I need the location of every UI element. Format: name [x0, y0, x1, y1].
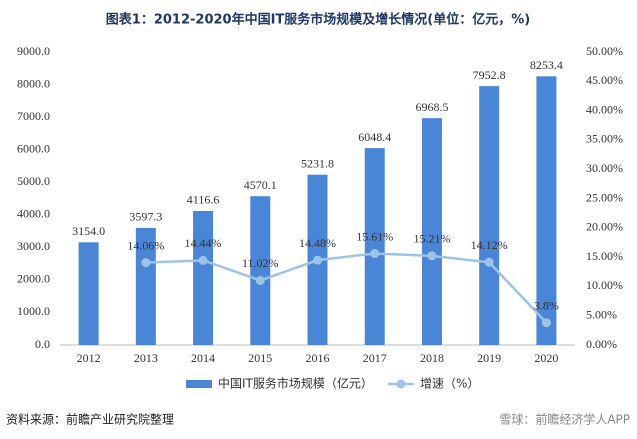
x-tick-label: 2013	[134, 351, 158, 365]
line-point	[198, 255, 208, 265]
y-tick-label: 1000.0	[17, 304, 50, 318]
line-value-label: 14.48%	[299, 236, 336, 250]
bar	[364, 148, 385, 345]
y2-tick-label: 0.00%	[586, 337, 617, 351]
line-point	[484, 257, 494, 267]
line-point	[313, 255, 322, 265]
bar-value-label: 6968.5	[415, 100, 448, 114]
y-tick-label: 4000.0	[17, 207, 50, 221]
y-tick-label: 3000.0	[17, 239, 50, 253]
x-tick-label: 2017	[363, 351, 387, 365]
watermark: 雪球：前瞻经济学人APP	[499, 412, 630, 427]
y2-tick-label: 45.00%	[586, 73, 623, 87]
line-value-label: 14.12%	[471, 238, 508, 252]
y-tick-label: 7000.0	[17, 109, 50, 123]
bar-value-label: 6048.4	[358, 130, 391, 144]
bar-value-label: 5231.8	[301, 156, 334, 170]
line-point	[427, 251, 437, 261]
legend-label: 增速（%）	[420, 377, 479, 391]
line-point	[541, 318, 551, 328]
y2-tick-label: 10.00%	[586, 278, 623, 292]
bar	[193, 210, 214, 345]
y-tick-label: 6000.0	[17, 141, 50, 155]
line-point	[141, 258, 151, 268]
line-value-label: 15.21%	[413, 232, 450, 246]
bar-value-label: 4116.6	[187, 193, 220, 207]
line-value-label: 14.44%	[185, 236, 222, 250]
line-value-label: 15.61%	[356, 229, 393, 243]
bar	[135, 227, 156, 345]
line-value-label: 11.02%	[242, 256, 279, 270]
x-tick-label: 2012	[77, 351, 101, 365]
y2-tick-label: 50.00%	[586, 44, 623, 58]
bar	[536, 76, 557, 346]
y2-tick-label: 40.00%	[586, 102, 623, 116]
y-tick-label: 9000.0	[17, 44, 50, 58]
y-tick-label: 2000.0	[17, 272, 50, 286]
y-tick-label: 0.0	[35, 337, 50, 351]
legend-label: 中国IT服务市场规模（亿元）	[218, 376, 373, 391]
line-value-label: 14.06%	[127, 238, 164, 252]
line-point	[255, 275, 265, 285]
x-tick-label: 2018	[420, 351, 444, 365]
y2-tick-label: 35.00%	[586, 132, 623, 146]
source-note: 资料来源：前瞻产业研究院整理	[6, 412, 174, 427]
y2-tick-label: 20.00%	[586, 220, 623, 234]
x-tick-label: 2015	[248, 351, 272, 365]
x-tick-label: 2020	[534, 351, 558, 365]
y2-tick-label: 5.00%	[586, 307, 617, 321]
bar-value-label: 7952.8	[473, 68, 506, 82]
bar-value-label: 3154.0	[72, 224, 105, 238]
line-value-label: 3.8%	[534, 298, 559, 312]
y2-tick-label: 25.00%	[586, 190, 623, 204]
legend-swatch	[396, 379, 406, 389]
chart-title: 图表1：2012-2020年中国IT服务市场规模及增长情况(单位：亿元，%)	[106, 12, 530, 28]
bar	[479, 86, 500, 346]
y-tick-label: 8000.0	[17, 76, 50, 90]
y-tick-label: 5000.0	[17, 174, 50, 188]
y2-tick-label: 15.00%	[586, 249, 623, 263]
line	[145, 252, 548, 324]
bar-value-label: 3597.3	[129, 210, 162, 224]
bar	[250, 196, 271, 345]
x-tick-label: 2016	[306, 351, 330, 365]
x-tick-label: 2019	[477, 351, 501, 365]
bar-value-label: 8253.4	[530, 58, 563, 72]
line-point	[370, 249, 380, 259]
bar	[78, 242, 99, 345]
x-tick-label: 2014	[191, 351, 215, 365]
legend-swatch	[186, 380, 212, 388]
y2-tick-label: 30.00%	[586, 161, 623, 175]
bar	[421, 118, 442, 345]
bar-value-label: 4570.1	[244, 178, 277, 192]
